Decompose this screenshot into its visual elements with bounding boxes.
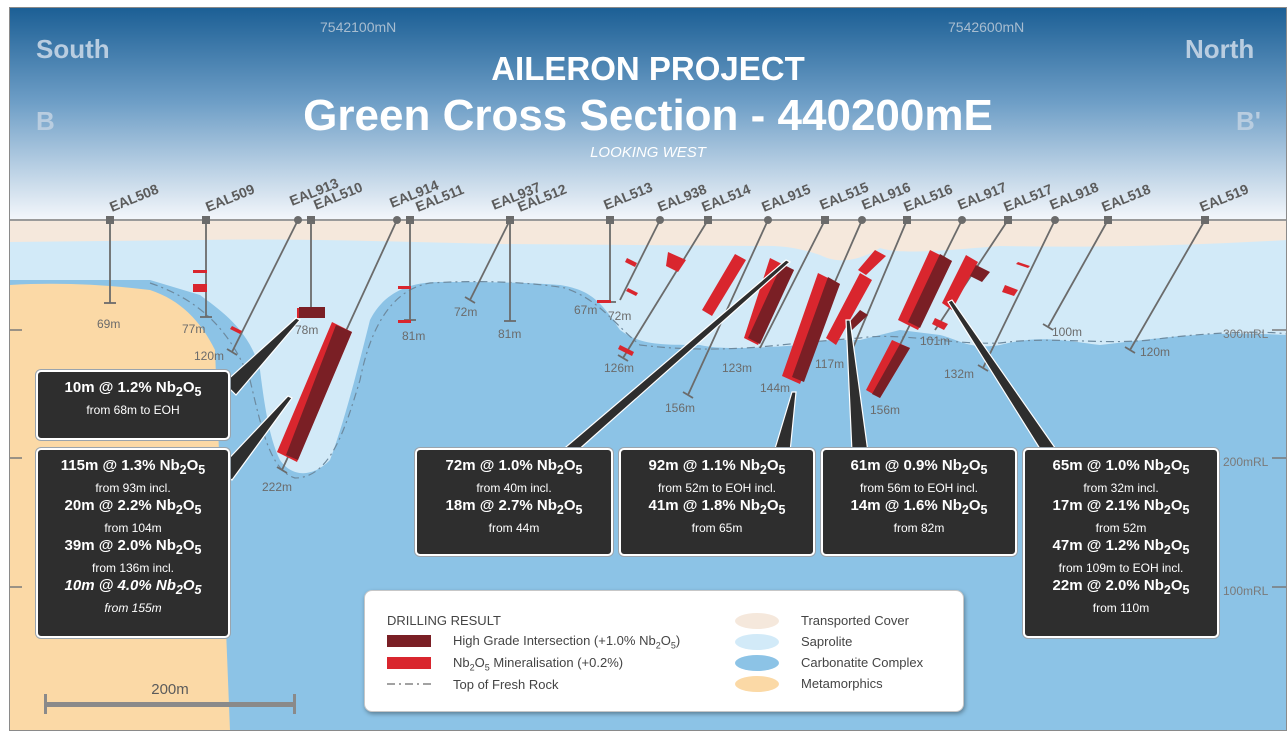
result-box-eal917: 61m @ 0.9% Nb2O5 from 56m to EOH incl. 14m… [821,448,1017,556]
legend-carbonatite: Carbonatite Complex [801,655,924,670]
legend-title: DRILLING RESULT [387,613,501,628]
result-box-eal915: 72m @ 1.0% Nb2O5 from 40m incl. 18m @ 2.7%… [415,448,613,556]
result-interval: from 82m [893,521,945,535]
result-interval: from 93m incl. [95,481,171,495]
result-interval: from 32m incl. [1083,481,1159,495]
drillhole-depth: 77m [182,322,205,336]
result-grade: 47m @ 1.2% Nb2O5 [1052,537,1190,557]
drillhole-depth: 222m [262,480,292,494]
fresh-rock-line [149,281,1287,479]
result-interval: from 104m [104,521,162,535]
result-interval: from 136m incl. [91,561,175,575]
legend-saprolite: Saprolite [801,634,853,649]
drillhole-depth: 156m [665,401,695,415]
result-interval: from 109m to EOH incl. [1058,561,1184,575]
drillhole-depth: 123m [722,361,752,375]
drillhole-depth: 156m [870,403,900,417]
result-grade: 18m @ 2.7% Nb2O5 [445,497,583,517]
legend-swatch-carbonatite [735,655,779,671]
result-grade: 65m @ 1.0% Nb2O5 [1052,457,1190,477]
result-grade: 72m @ 1.0% Nb2O5 [445,457,583,477]
legend-swatch-transported [735,613,779,629]
result-box-eal914: 115m @ 1.3% Nb2O5 from 93m incl. 20m @ 2.2… [36,448,230,638]
section-title: Green Cross Section - 440200mE [303,91,993,140]
drillhole-depth: 100m [1052,325,1082,339]
north-label: North [1185,34,1254,64]
section-start-label: B [36,106,55,136]
scale-bar-label: 200m [151,681,189,698]
result-grade: 10m @ 4.0% Nb2O5 [64,577,202,597]
drillhole-depth: 69m [97,317,120,331]
drillhole-depth: 67m [574,303,597,317]
drillhole-depth: 120m [1140,345,1170,359]
legend-transported: Transported Cover [801,613,909,628]
sky-background [10,8,1287,220]
elevation-label: 200mRL [1223,455,1269,469]
result-interval: from 52m to EOH incl. [657,481,777,495]
result-grade: 92m @ 1.1% Nb2O5 [648,457,786,477]
result-grade: 20m @ 2.2% Nb2O5 [64,497,202,517]
elevation-label: 300mRL [1223,327,1269,341]
northing-label: 7542100mN [320,19,396,35]
drillhole-depth: 117m [815,357,844,371]
drillhole-depth: 78m [295,323,318,337]
south-label: South [36,34,110,64]
legend-swatch-fresh-rock [387,683,431,685]
drillhole-depth: 72m [608,309,631,323]
legend-metamorphics: Metamorphics [801,676,883,691]
legend-mineral: Nb2O5 Mineralisation (+0.2%) [453,655,624,673]
scale-bar: 200m [44,681,296,714]
result-interval: from 56m to EOH incl. [859,481,979,495]
result-grade: 39m @ 2.0% Nb2O5 [64,537,202,557]
drillhole-depth: 120m [194,349,224,363]
drillhole-depth: 144m [760,381,790,395]
result-box-eal916: 92m @ 1.1% Nb2O5 from 52m to EOH incl. 41m… [619,448,815,556]
result-interval: from 52m [1095,521,1147,535]
result-box-eal913: 10m @ 1.2% Nb2O5 from 68m to EOH [36,370,230,440]
result-interval: from 155m [104,601,162,615]
section-end-label: B' [1236,106,1261,136]
drillhole-depth: 81m [402,329,425,343]
northing-label: 7542600mN [948,19,1024,35]
legend-fresh-rock: Top of Fresh Rock [453,677,559,692]
result-interval: from 44m [488,521,540,535]
legend-swatch-metamorphics [735,676,779,692]
result-interval: from 110m [1092,601,1150,615]
result-interval: from 65m [691,521,743,535]
result-grade: 41m @ 1.8% Nb2O5 [648,497,786,517]
legend: DRILLING RESULT High Grade Intersection … [364,590,964,712]
transported-cover-layer [10,220,1287,261]
result-grade: 61m @ 0.9% Nb2O5 [850,457,988,477]
drillhole-depth: 72m [454,305,477,319]
saprolite-layer [10,230,1287,474]
result-grade: 14m @ 1.6% Nb2O5 [850,497,988,517]
high-grade-intervals [286,254,990,460]
drillhole-depth: 126m [604,361,634,375]
legend-swatch-mineral [387,657,431,669]
drillhole-depth: 132m [944,367,974,381]
view-direction: LOOKING WEST [590,144,708,161]
result-grade: 17m @ 2.1% Nb2O5 [1052,497,1190,517]
elevation-label: 100mRL [1223,584,1269,598]
drillhole-depth: 81m [498,327,521,341]
legend-high-grade: High Grade Intersection (+1.0% Nb2O5) [453,633,681,651]
result-interval: from 40m incl. [476,481,552,495]
legend-swatch-high-grade [387,635,431,647]
result-grade: 115m @ 1.3% Nb2O5 [60,457,206,477]
project-title: AILERON PROJECT [491,50,805,87]
result-box-eal918: 65m @ 1.0% Nb2O5 from 32m incl. 17m @ 2.1%… [1023,448,1219,638]
legend-swatch-saprolite [735,634,779,650]
result-grade: 22m @ 2.0% Nb2O5 [1052,577,1190,597]
drillhole-depth: 101m [920,334,950,348]
